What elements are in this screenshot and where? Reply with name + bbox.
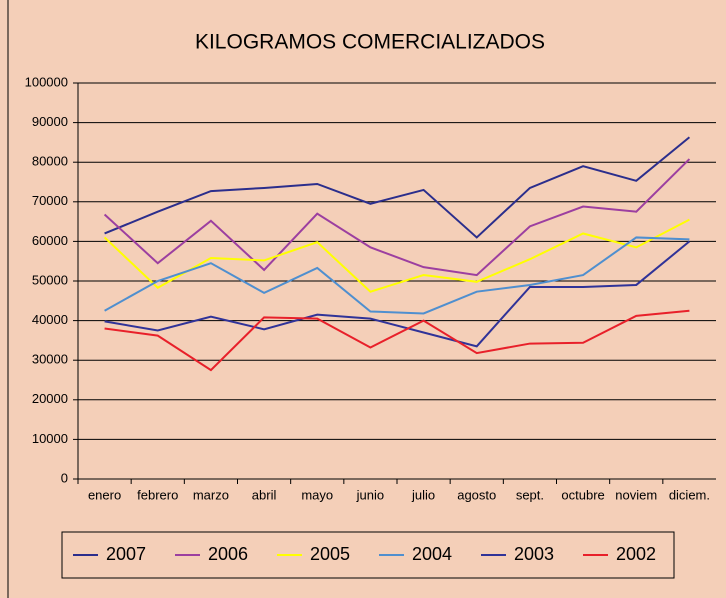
y-tick-label: 40000 [32, 312, 68, 327]
legend-label: 2002 [616, 544, 656, 564]
series-line [104, 240, 691, 348]
x-tick-label: abril [252, 487, 277, 502]
x-tick-label: agosto [457, 487, 496, 502]
y-tick-label: 20000 [32, 391, 68, 406]
x-tick-label: marzo [193, 487, 229, 502]
legend-box [61, 531, 675, 579]
series-line [103, 218, 690, 293]
y-tick-label: 100000 [25, 74, 68, 89]
x-tick-label: mayo [301, 487, 333, 502]
y-tick-label: 80000 [32, 154, 68, 169]
y-tick-label: 70000 [32, 193, 68, 208]
x-tick-label: julio [411, 487, 435, 502]
legend-label: 2003 [514, 544, 554, 564]
x-tick-label: octubre [561, 487, 604, 502]
y-tick-label: 30000 [32, 352, 68, 367]
series-line [104, 309, 690, 372]
y-tick-label: 0 [61, 470, 68, 485]
legend-label: 2004 [412, 544, 452, 564]
x-tick-label: febrero [137, 487, 178, 502]
chart-title: KILOGRAMOS COMERCIALIZADOS [195, 31, 545, 54]
x-tick-label: diciem. [669, 487, 710, 502]
y-tick-label: 60000 [32, 233, 68, 248]
x-tick-label: enero [88, 487, 121, 502]
series-line [104, 236, 690, 315]
series-line [103, 158, 691, 277]
y-tick-label: 10000 [32, 431, 68, 446]
legend-label: 2007 [106, 544, 146, 564]
legend-label: 2006 [208, 544, 248, 564]
legend-label: 2005 [310, 544, 350, 564]
y-tick-label: 50000 [32, 272, 68, 287]
x-tick-label: junio [356, 487, 384, 502]
x-tick-label: sept. [516, 487, 544, 502]
x-tick-label: noviem [615, 487, 657, 502]
series-line [104, 136, 691, 239]
y-tick-label: 90000 [32, 114, 68, 129]
